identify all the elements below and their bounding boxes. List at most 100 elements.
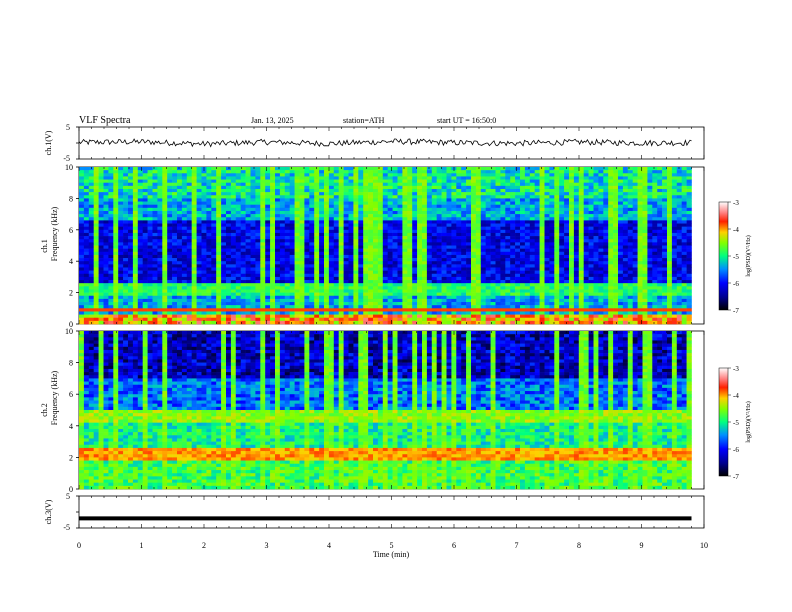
spectrogram-cell	[172, 198, 178, 202]
spectrogram-cell	[520, 292, 526, 297]
spectrogram-cell	[98, 276, 104, 281]
spectrogram-cell	[348, 182, 354, 187]
spectrogram-cell	[309, 188, 315, 193]
spectrogram-cell	[245, 167, 251, 171]
spectrogram-cell	[226, 214, 232, 218]
spectrogram-cell	[333, 182, 339, 187]
spectrogram-cell	[402, 302, 408, 306]
spectrogram-cell	[466, 286, 472, 290]
spectrogram-cell	[103, 295, 109, 300]
spectrogram-cell	[397, 270, 403, 275]
spectrogram-cell	[480, 283, 486, 287]
spectrogram-cell	[495, 270, 501, 275]
spectrogram-cell	[275, 179, 281, 183]
spectrogram-cell	[524, 236, 531, 240]
spectrogram-cell	[475, 229, 482, 234]
spectrogram-cell	[564, 236, 570, 240]
spectrogram-cell	[304, 170, 310, 174]
spectrogram-cell	[177, 236, 183, 240]
spectrogram-cell	[181, 292, 188, 297]
spectrogram-cell	[461, 173, 467, 177]
spectrogram-cell	[417, 195, 423, 199]
spectrogram-cell	[196, 308, 202, 312]
spectrogram-cell	[250, 261, 256, 265]
spectrogram-cell	[436, 270, 442, 275]
spectrogram-cell	[544, 270, 550, 275]
spectrogram-cell	[314, 201, 320, 205]
spectrogram-cell	[255, 251, 261, 256]
spectrogram-cell	[123, 248, 129, 253]
spectrogram-cell	[549, 289, 555, 293]
spectrogram-cell	[250, 214, 256, 218]
spectrogram-cell	[407, 264, 413, 268]
spectrogram-cell	[172, 217, 178, 221]
spectrogram-cell	[172, 308, 178, 312]
spectrogram-cell	[324, 295, 330, 300]
spectrogram-cell	[402, 317, 408, 322]
spectrogram-cell	[549, 292, 555, 297]
spectrogram-cell	[495, 286, 501, 290]
spectrogram-cell	[422, 207, 428, 212]
spectrogram-cell	[544, 254, 550, 259]
spectrogram-cell	[162, 182, 168, 187]
spectrogram-cell	[240, 289, 246, 293]
spectrogram-cell	[172, 264, 178, 268]
spectrogram-cell	[422, 204, 428, 209]
spectrogram-cell	[270, 283, 276, 287]
spectrogram-cell	[510, 182, 516, 187]
spectrogram-cell	[93, 311, 99, 315]
spectrogram-cell	[392, 251, 398, 256]
spectrogram-cell	[221, 289, 227, 293]
spectrogram-cell	[524, 258, 531, 262]
spectrogram-cell	[167, 214, 173, 218]
spectrogram-cell	[147, 195, 153, 199]
spectrogram-cell	[201, 305, 207, 309]
spectrogram-cell	[299, 210, 305, 215]
spectrogram-cell	[128, 273, 134, 278]
spectrogram-cell	[118, 254, 124, 259]
spectrogram-cell	[353, 280, 359, 284]
station-label: station=ATH	[343, 116, 385, 125]
spectrogram-cell	[177, 232, 183, 237]
spectrogram-cell	[279, 276, 286, 281]
spectrogram-cell	[480, 236, 486, 240]
spectrogram-cell	[319, 267, 325, 271]
spectrogram-cell	[265, 317, 271, 322]
spectrogram-cell	[520, 311, 526, 315]
spectrogram-cell	[226, 245, 232, 249]
spectrogram-cell	[147, 167, 153, 171]
spectrogram-cell	[299, 308, 305, 312]
spectrogram-cell	[461, 236, 467, 240]
spectrogram-cell	[559, 245, 565, 249]
spectrogram-cell	[270, 261, 276, 265]
spectrogram-cell	[539, 270, 545, 275]
spectrogram-cell	[500, 188, 506, 193]
spectrogram-cell	[485, 314, 491, 319]
spectrogram-cell	[79, 248, 85, 253]
spectrogram-cell	[392, 267, 398, 271]
spectrogram-cell	[309, 207, 315, 212]
spectrogram-cell	[167, 210, 173, 215]
spectrogram-cell	[314, 204, 320, 209]
spectrogram-cell	[314, 176, 320, 180]
spectrogram-cell	[265, 298, 271, 303]
spectrogram-cell	[363, 195, 369, 199]
spectrogram-cell	[211, 254, 217, 259]
spectrogram-cell	[534, 223, 540, 227]
spectrogram-cell	[181, 264, 188, 268]
spectrogram-cell	[196, 280, 202, 284]
spectrogram-cell	[426, 179, 433, 183]
spectrogram-cell	[172, 229, 178, 234]
spectrogram-cell	[338, 232, 344, 237]
spectrogram-cell	[333, 192, 339, 196]
spectrogram-cell	[93, 267, 99, 271]
spectrogram-cell	[137, 192, 143, 196]
spectrogram-cell	[353, 226, 359, 231]
spectrogram-cell	[250, 188, 256, 193]
spectrogram-cell	[564, 204, 570, 209]
spectrogram-cell	[392, 276, 398, 281]
spectrogram-cell	[485, 283, 491, 287]
spectrogram-cell	[431, 302, 437, 306]
spectrogram-cell	[363, 207, 369, 212]
spectrogram-cell	[387, 223, 393, 227]
